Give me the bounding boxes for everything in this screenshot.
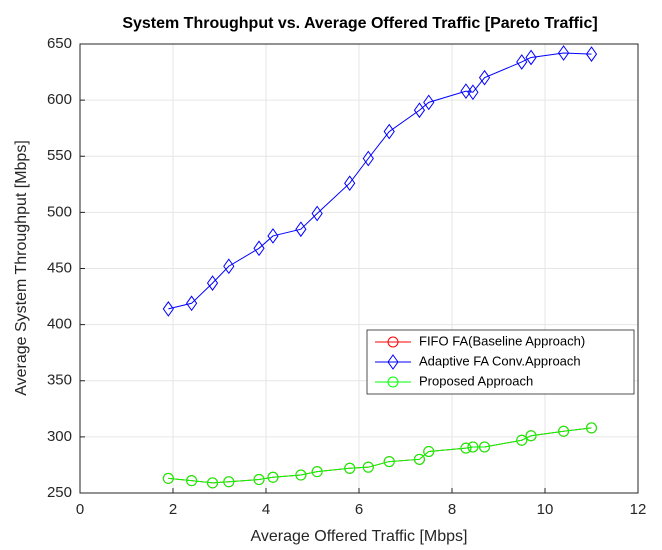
data-point bbox=[413, 453, 425, 465]
data-point bbox=[460, 442, 472, 454]
y-tick-label: 650 bbox=[47, 35, 72, 52]
data-point bbox=[467, 84, 479, 101]
x-tick-label: 8 bbox=[448, 501, 456, 518]
data-point bbox=[383, 456, 395, 468]
data-point bbox=[423, 445, 435, 457]
series-line bbox=[168, 52, 592, 310]
data-point bbox=[362, 461, 374, 473]
x-tick-label: 6 bbox=[355, 501, 363, 518]
data-point bbox=[185, 295, 198, 312]
data-point bbox=[253, 240, 265, 257]
data-point bbox=[162, 301, 174, 317]
axes-box bbox=[79, 43, 639, 494]
data-point bbox=[585, 46, 598, 62]
data-point bbox=[311, 466, 323, 478]
data-point bbox=[206, 275, 219, 291]
x-tick-label: 2 bbox=[169, 501, 177, 518]
data-point bbox=[162, 472, 174, 484]
data-point bbox=[311, 205, 323, 222]
chart-title: System Throughput vs. Average Offered Tr… bbox=[122, 15, 597, 32]
data-point bbox=[516, 54, 528, 70]
x-tick-label: 0 bbox=[76, 501, 84, 518]
data-point bbox=[586, 422, 597, 434]
data-point bbox=[516, 434, 528, 446]
data-point bbox=[267, 471, 279, 483]
y-tick-label: 350 bbox=[47, 372, 72, 389]
data-point bbox=[207, 477, 219, 489]
legend-marker bbox=[387, 376, 399, 388]
y-tick-label: 400 bbox=[47, 316, 72, 333]
y-tick-label: 250 bbox=[47, 484, 72, 501]
data-point bbox=[558, 425, 570, 437]
data-point bbox=[295, 221, 307, 238]
data-point bbox=[479, 441, 491, 453]
data-point bbox=[223, 476, 235, 488]
data-point bbox=[253, 474, 265, 486]
data-point bbox=[344, 462, 356, 474]
y-tick-label: 300 bbox=[47, 428, 72, 445]
data-point bbox=[267, 228, 279, 244]
data-point bbox=[383, 123, 395, 140]
data-point bbox=[478, 69, 491, 86]
data-point bbox=[186, 475, 198, 487]
data-point bbox=[344, 175, 356, 192]
data-point bbox=[557, 45, 570, 61]
data-point bbox=[525, 49, 537, 66]
data-point bbox=[460, 83, 472, 100]
y-tick-label: 500 bbox=[47, 203, 72, 220]
data-point bbox=[423, 94, 435, 111]
y-tick-label: 600 bbox=[47, 91, 72, 108]
data-point bbox=[413, 102, 426, 119]
x-tick-label: 12 bbox=[630, 501, 647, 518]
legend-label: Adaptive FA Conv.Approach bbox=[419, 353, 581, 368]
data-point bbox=[223, 258, 235, 275]
y-axis-label: Average System Throughput [Mbps] bbox=[13, 140, 30, 396]
legend-box bbox=[366, 329, 635, 395]
y-tick-label: 550 bbox=[47, 147, 72, 164]
legend-label: Proposed Approach bbox=[419, 373, 533, 388]
data-point bbox=[362, 150, 374, 167]
legend-marker bbox=[387, 336, 399, 348]
data-point bbox=[525, 430, 537, 442]
legend-marker bbox=[387, 354, 399, 370]
data-point bbox=[295, 469, 307, 481]
x-axis-label: Average Offered Traffic [Mbps] bbox=[251, 528, 468, 545]
data-point bbox=[467, 441, 479, 453]
x-tick-label: 4 bbox=[262, 501, 270, 518]
y-tick-label: 450 bbox=[47, 259, 72, 276]
x-tick-label: 10 bbox=[537, 501, 554, 518]
legend-label: FIFO FA(Baseline Approach) bbox=[419, 333, 585, 348]
